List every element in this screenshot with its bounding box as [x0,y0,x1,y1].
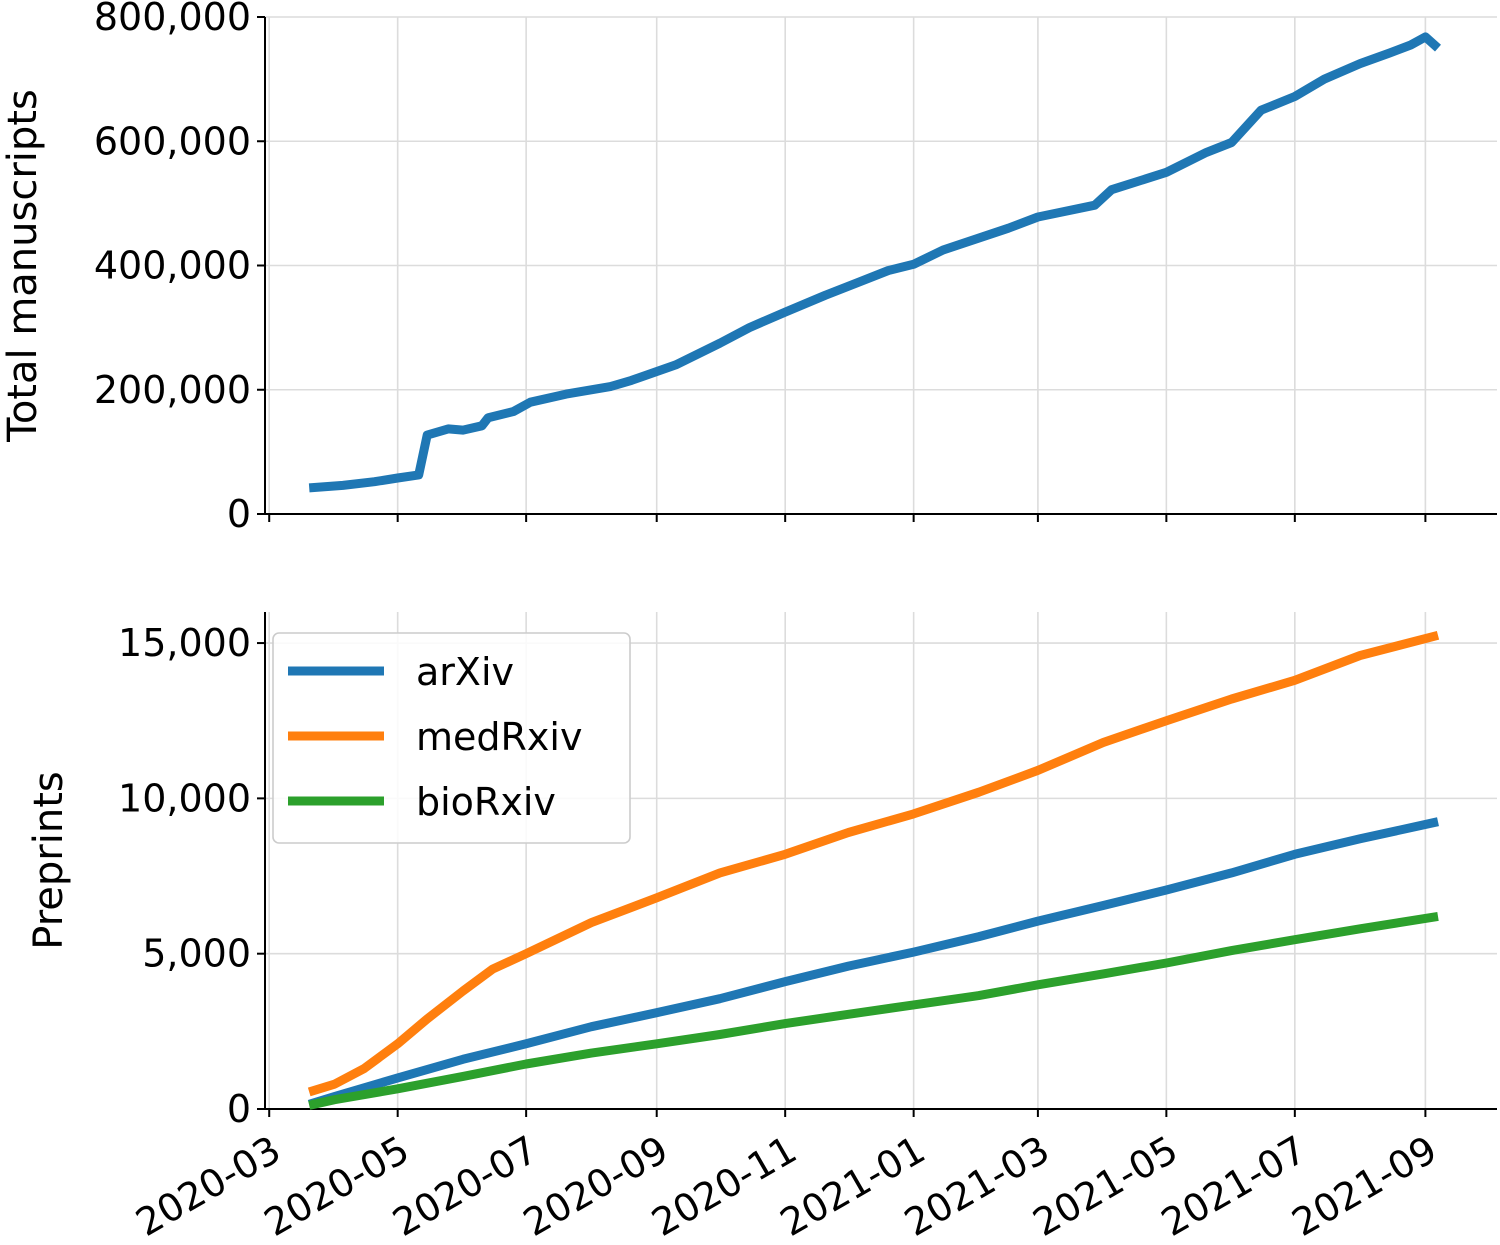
y-tick-label: 0 [227,1087,251,1131]
y-axis-label: Total manuscripts [0,89,46,443]
legend: arXiv medRxiv bioRxiv [272,632,631,844]
legend-frame [272,632,631,844]
y-tick-label: 200,000 [94,368,251,412]
y-tick-label: 800,000 [94,0,251,39]
y-tick-label: 10,000 [118,776,251,820]
series-line-medrxiv [307,630,1440,1097]
y-tick-label: 0 [227,492,251,536]
legend-label-arxiv: arXiv [416,650,514,694]
x-tick-label: 2020-03 [128,1127,288,1244]
y-tick-label: 600,000 [94,119,251,163]
x-tick-label: 2021-03 [897,1127,1057,1244]
y-tick-label: 400,000 [94,244,251,288]
y-tick-label: 15,000 [118,621,251,665]
x-tick-label: 2020-07 [385,1127,545,1244]
x-tick-label: 2020-05 [257,1127,417,1244]
x-tick-label: 2020-09 [516,1127,676,1244]
y-axis-label: Preprints [26,771,72,949]
x-tick-label: 2020-11 [644,1127,804,1244]
x-tick-label: 2021-07 [1154,1127,1314,1244]
y-tick-label: 5,000 [142,932,251,976]
series-line-arxiv [307,817,1439,1109]
series-line-biorxiv [308,911,1439,1110]
top-chart-panel: 0 200,000 400,000 600,000 800,000 Total manus… [0,0,1497,536]
legend-label-biorxiv: bioRxiv [416,780,556,824]
x-tick-label: 2021-05 [1026,1127,1186,1244]
legend-label-medrxiv: medRxiv [416,715,582,759]
bottom-chart-panel: 05,00010,00015,0002020-032020-052020-072… [26,612,1497,1245]
series-line-panel0-0 [308,32,1441,493]
x-tick-label: 2021-09 [1285,1127,1445,1244]
